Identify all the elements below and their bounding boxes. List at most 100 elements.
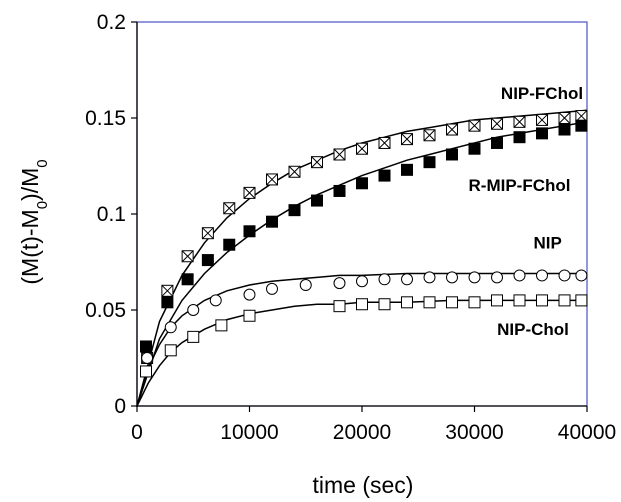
data-point-cross	[288, 165, 301, 178]
data-point	[187, 330, 200, 343]
data-point	[513, 131, 526, 144]
data-point	[243, 309, 256, 322]
data-point	[209, 294, 222, 307]
series-label: NIP	[533, 234, 561, 253]
data-point	[356, 142, 368, 155]
data-point-cross	[161, 284, 174, 297]
fit-curve	[136, 121, 588, 407]
data-point	[468, 119, 481, 132]
data-point	[468, 142, 481, 155]
x-tick-label: 30000	[445, 421, 503, 444]
y-tick-label: 0.05	[85, 299, 126, 322]
data-point	[446, 296, 458, 309]
data-point	[288, 204, 301, 217]
data-point-cross	[266, 173, 278, 186]
data-point	[141, 352, 154, 364]
x-tick-label: 20000	[333, 421, 391, 444]
data-point-cross	[491, 117, 503, 130]
data-point	[333, 277, 346, 290]
y-tick-label: 0.2	[97, 11, 126, 34]
data-point	[299, 279, 312, 292]
data-points	[140, 110, 588, 378]
data-point	[491, 294, 503, 307]
data-point-cross	[446, 123, 458, 136]
data-point	[333, 300, 346, 313]
data-point-cross	[558, 112, 571, 124]
data-point	[536, 127, 548, 140]
data-point	[201, 227, 214, 240]
y-tick-label: 0.15	[85, 107, 126, 130]
data-point	[266, 215, 278, 228]
data-point	[266, 282, 278, 295]
data-point-cross	[311, 156, 323, 169]
data-point	[333, 184, 346, 197]
data-point	[181, 250, 194, 263]
data-point	[423, 296, 436, 309]
data-point	[401, 273, 413, 286]
data-point	[401, 133, 413, 146]
data-point-cross	[423, 129, 436, 142]
series-label: R-MIP-FChol	[469, 176, 571, 195]
data-point	[558, 269, 571, 282]
data-point	[468, 271, 481, 284]
data-point	[575, 119, 588, 132]
data-point	[513, 115, 526, 128]
y-axis-title-part: (M(t)-M	[17, 209, 43, 284]
data-point	[201, 254, 214, 267]
data-point	[164, 344, 177, 357]
data-point-cross	[378, 137, 391, 149]
data-point	[536, 294, 548, 307]
x-tick-label: 10000	[220, 421, 278, 444]
data-point	[161, 296, 174, 309]
data-point	[423, 129, 436, 142]
data-point	[378, 298, 391, 311]
series-label: NIP-Chol	[497, 320, 569, 339]
data-point	[575, 294, 588, 307]
data-point	[575, 269, 588, 282]
data-point	[491, 136, 503, 149]
data-point	[333, 148, 346, 161]
data-point-cross	[181, 250, 194, 263]
data-point	[243, 288, 256, 301]
data-point	[356, 275, 368, 288]
data-point	[558, 112, 571, 124]
data-point	[140, 340, 152, 353]
y-axis-title: (M(t)-M0)/M0	[17, 159, 51, 284]
data-point	[513, 269, 526, 282]
data-point	[187, 304, 200, 316]
data-point-cross	[202, 227, 214, 240]
data-point	[311, 156, 323, 169]
data-point-cross	[223, 202, 236, 215]
x-axis-title: time (sec)	[313, 472, 414, 498]
y-axis-title-sub: 0	[34, 201, 51, 209]
data-point	[491, 117, 503, 130]
series-labels: NIP-FChol R-MIP-FChol NIP NIP-Chol	[469, 84, 584, 339]
data-point	[288, 165, 301, 178]
data-point	[446, 123, 458, 136]
axes: 0 10000 20000 30000 40000 0 0.05 0.1 0.15 0.2	[85, 11, 616, 444]
data-point	[164, 321, 177, 334]
data-point	[266, 173, 278, 186]
data-point	[536, 269, 548, 282]
data-point	[401, 163, 413, 176]
data-point	[243, 186, 256, 199]
data-point	[401, 296, 413, 309]
data-point	[243, 225, 256, 238]
data-point	[446, 148, 458, 161]
data-point	[378, 136, 391, 149]
series-label: NIP-FChol	[501, 84, 583, 103]
data-point	[356, 177, 368, 190]
data-point	[181, 273, 194, 286]
data-point	[356, 298, 368, 311]
data-point-cross	[333, 148, 346, 161]
data-point	[513, 294, 526, 307]
y-axis-title-part: )/M	[17, 168, 43, 201]
data-point	[223, 202, 236, 215]
data-point-cross	[401, 133, 413, 145]
data-point	[161, 284, 174, 297]
data-point	[215, 319, 228, 332]
data-point	[468, 296, 481, 309]
data-point-cross	[356, 142, 368, 155]
